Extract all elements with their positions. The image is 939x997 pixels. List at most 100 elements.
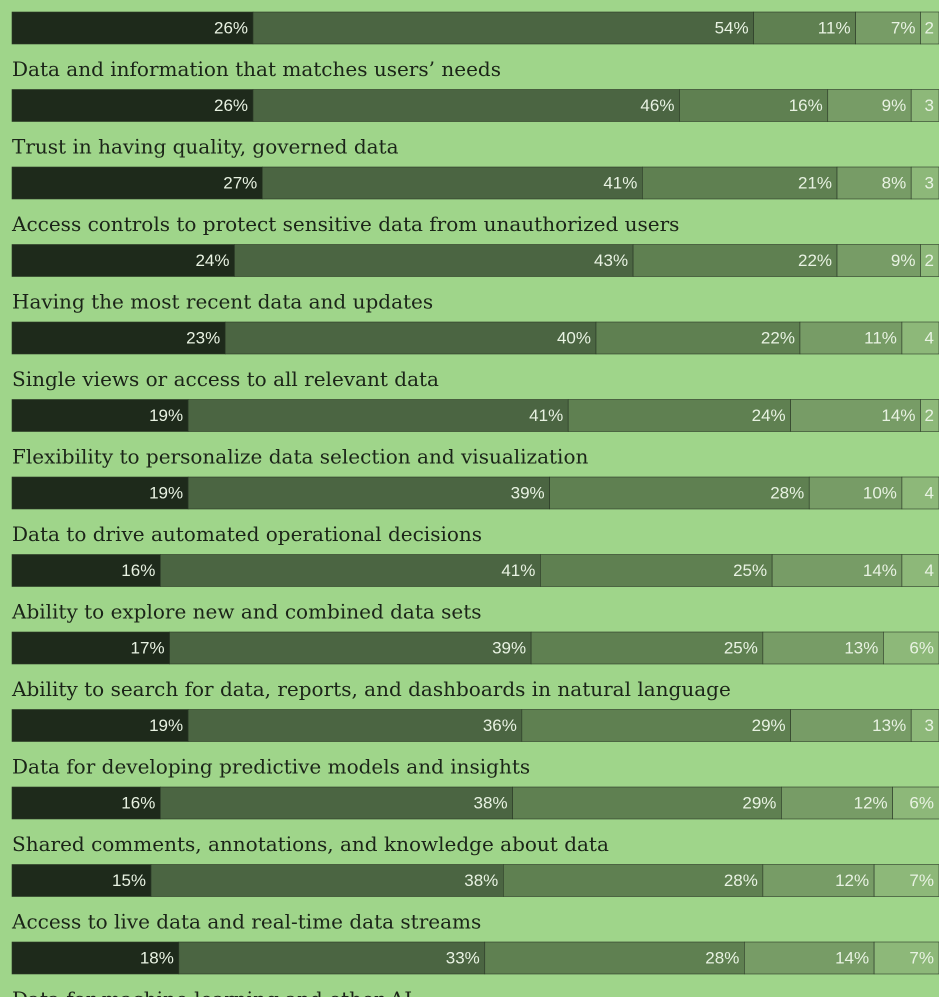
value-label: 13%	[844, 638, 878, 657]
bar-segment	[11, 166, 263, 200]
bar-segment	[753, 11, 856, 45]
bar-segment	[187, 399, 569, 432]
value-label: 22%	[798, 251, 832, 270]
bar-segment	[178, 941, 486, 975]
value-label: 9%	[882, 96, 907, 115]
bar-segment	[901, 554, 939, 587]
value-label: 15%	[112, 871, 146, 890]
category-label: Data for machine learning and other AI	[12, 987, 412, 997]
bar-segment	[11, 89, 254, 122]
value-label: 2	[925, 18, 934, 37]
bar-segment	[799, 321, 903, 355]
category-label: Shared comments, annotations, and knowle…	[12, 832, 609, 856]
value-label: 7%	[909, 871, 934, 890]
category-label: Ability to explore new and combined data…	[11, 600, 482, 624]
value-label: 18%	[140, 948, 174, 967]
value-label: 43%	[594, 251, 628, 270]
bar-segment	[521, 709, 791, 742]
category-label: Single views or access to all relevant d…	[12, 367, 439, 391]
value-label: 39%	[492, 638, 526, 657]
bar-segment	[261, 166, 643, 200]
value-label: 14%	[881, 406, 915, 425]
bar-segment	[790, 709, 912, 742]
bar-segment	[762, 864, 875, 897]
value-label: 17%	[131, 638, 165, 657]
bar-segment	[11, 321, 226, 355]
bar-segment	[642, 166, 838, 200]
bar-segment	[150, 864, 504, 897]
value-label: 26%	[214, 96, 248, 115]
bar-segment	[187, 476, 550, 510]
bar-segment	[160, 786, 513, 820]
bar-segment	[11, 399, 189, 432]
value-label: 2	[925, 251, 934, 270]
value-label: 28%	[770, 483, 804, 502]
bar-segment	[567, 399, 791, 432]
bar-segment	[632, 244, 838, 277]
value-label: 28%	[724, 871, 758, 890]
value-label: 24%	[752, 406, 786, 425]
value-label: 12%	[835, 871, 869, 890]
bar-segment	[252, 11, 754, 45]
category-label: Data to drive automated operational deci…	[12, 522, 482, 546]
category-label: Access to live data and real-time data s…	[11, 910, 481, 934]
value-label: 12%	[854, 793, 888, 812]
value-label: 19%	[149, 483, 183, 502]
bar-segment	[595, 321, 801, 355]
bar-segment	[11, 941, 180, 975]
value-label: 7%	[891, 18, 916, 37]
bar-segment	[910, 709, 939, 742]
value-label: 25%	[733, 561, 767, 580]
value-label: 22%	[761, 328, 795, 347]
bar-segment	[790, 399, 921, 432]
value-label: 16%	[121, 793, 155, 812]
bar-segment	[234, 244, 634, 277]
value-label: 14%	[863, 561, 897, 580]
value-label: 27%	[223, 173, 257, 192]
value-label: 14%	[835, 948, 869, 967]
category-label: Having the most recent data and updates	[12, 290, 433, 314]
value-label: 2	[925, 406, 934, 425]
bar-segment	[11, 476, 189, 510]
category-label: Flexibility to personalize data selectio…	[12, 445, 588, 469]
value-label: 11%	[818, 18, 851, 37]
bar-segment	[781, 786, 893, 820]
bar-segment	[169, 631, 532, 665]
value-label: 33%	[446, 948, 480, 967]
value-label: 25%	[724, 638, 758, 657]
bar-segment	[836, 166, 912, 200]
bar-segment	[252, 89, 680, 122]
value-label: 3	[925, 173, 934, 192]
value-label: 9%	[891, 251, 916, 270]
value-label: 41%	[529, 406, 563, 425]
bar-segment	[224, 321, 597, 355]
bar-segment	[873, 864, 939, 897]
value-label: 11%	[864, 328, 897, 347]
bar-segment	[920, 399, 939, 432]
value-label: 39%	[511, 483, 545, 502]
value-label: 38%	[474, 793, 508, 812]
bar-segment	[873, 941, 939, 975]
value-label: 41%	[501, 561, 535, 580]
value-label: 6%	[909, 793, 934, 812]
value-label: 4	[925, 561, 934, 580]
category-label: Data for developing predictive models an…	[12, 755, 530, 779]
value-label: 4	[925, 328, 934, 347]
value-label: 24%	[195, 251, 229, 270]
value-label: 23%	[186, 328, 220, 347]
value-label: 46%	[640, 96, 674, 115]
bar-segment	[11, 631, 170, 665]
bar-segment	[920, 11, 939, 45]
bar-segment	[883, 631, 939, 665]
value-label: 4	[925, 483, 934, 502]
value-label: 36%	[483, 716, 517, 735]
value-label: 3	[925, 716, 934, 735]
value-label: 16%	[789, 96, 823, 115]
bar-segment	[187, 709, 523, 742]
bar-segment	[910, 166, 939, 200]
bar-segment	[910, 89, 939, 122]
bar-segment	[679, 89, 829, 122]
bar-segment	[160, 554, 541, 587]
bar-segment	[855, 11, 921, 45]
